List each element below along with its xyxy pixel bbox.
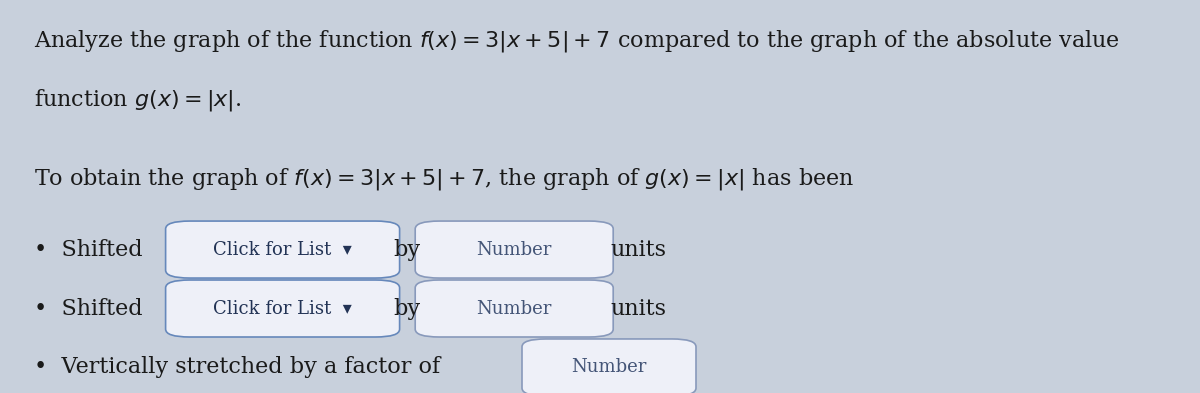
FancyBboxPatch shape (522, 339, 696, 393)
Text: Number: Number (476, 299, 552, 318)
Text: by: by (394, 298, 421, 320)
Text: To obtain the graph of $f(x) = 3|x + 5| + 7$, the graph of $g(x) = |x|$ has been: To obtain the graph of $f(x) = 3|x + 5| … (34, 166, 854, 192)
Text: units: units (611, 239, 667, 261)
Text: Number: Number (476, 241, 552, 259)
Text: •  Shifted: • Shifted (34, 239, 143, 261)
Text: Analyze the graph of the function $f(x) = 3|x + 5| + 7$ compared to the graph of: Analyze the graph of the function $f(x) … (34, 28, 1120, 54)
Text: Number: Number (571, 358, 647, 376)
Text: units: units (611, 298, 667, 320)
FancyBboxPatch shape (166, 280, 400, 337)
FancyBboxPatch shape (415, 221, 613, 278)
Text: Click for List  ▾: Click for List ▾ (214, 241, 352, 259)
Text: function $g(x) = |x|$.: function $g(x) = |x|$. (34, 87, 241, 113)
FancyBboxPatch shape (166, 221, 400, 278)
Text: Click for List  ▾: Click for List ▾ (214, 299, 352, 318)
Text: •  Vertically stretched by a factor of: • Vertically stretched by a factor of (34, 356, 439, 378)
Text: •  Shifted: • Shifted (34, 298, 143, 320)
FancyBboxPatch shape (415, 280, 613, 337)
Text: by: by (394, 239, 421, 261)
